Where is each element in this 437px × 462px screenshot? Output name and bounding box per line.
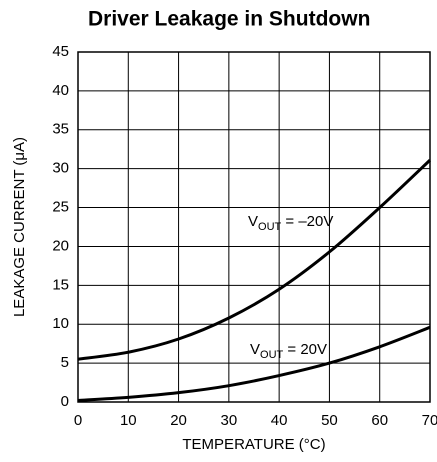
- series-line: [77, 325, 431, 402]
- x-tick-label: 70: [422, 412, 437, 429]
- x-tick-label: 60: [371, 412, 388, 429]
- x-tick-label: 20: [170, 412, 187, 429]
- x-axis-label: TEMPERATURE (°C): [182, 436, 325, 453]
- label-rest: = –20V: [281, 213, 333, 230]
- y-tick-label: 45: [52, 43, 69, 60]
- y-tick-label: 15: [52, 276, 69, 293]
- y-tick-label: 5: [61, 354, 69, 371]
- plot-frame: [77, 51, 431, 403]
- y-tick-label: 25: [52, 199, 69, 216]
- y-tick-label: 40: [52, 82, 69, 99]
- y-tick-label: 10: [52, 315, 69, 332]
- y-tick-label: 0: [61, 393, 69, 410]
- label-sub: OUT: [260, 349, 284, 361]
- y-tick-label: 20: [52, 237, 69, 254]
- label-rest: = 20V: [283, 341, 327, 358]
- label-main: V: [248, 213, 258, 230]
- x-tick-label: 0: [74, 412, 82, 429]
- y-tick-label: 30: [52, 160, 69, 177]
- label-main: V: [250, 341, 260, 358]
- chart-title: Driver Leakage in Shutdown: [88, 8, 370, 31]
- y-axis-label: LEAKAGE CURRENT (μA): [11, 137, 28, 317]
- x-tick-label: 30: [221, 412, 238, 429]
- x-tick-label: 10: [120, 412, 137, 429]
- series-label: VOUT = –20V: [248, 213, 333, 233]
- series-label: VOUT = 20V: [250, 341, 327, 361]
- series-line: [77, 159, 432, 361]
- x-tick-label: 50: [321, 412, 338, 429]
- label-sub: OUT: [258, 221, 282, 233]
- x-tick-label: 40: [271, 412, 288, 429]
- y-tick-label: 35: [52, 121, 69, 138]
